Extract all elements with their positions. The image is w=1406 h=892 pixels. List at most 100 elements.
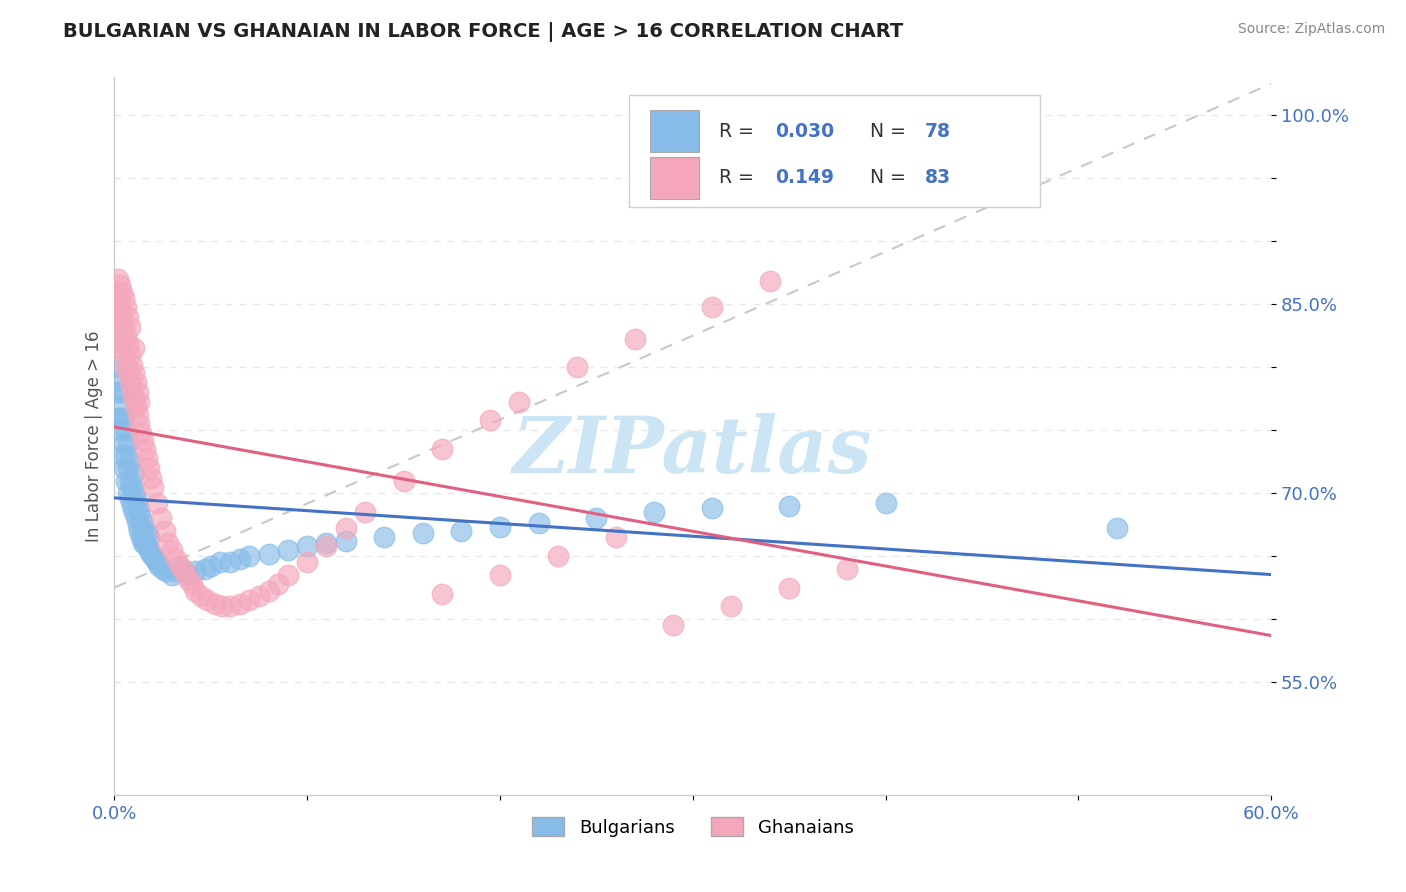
Point [149, 511, 172, 525]
Point [662, 618, 685, 632]
Point [605, 530, 627, 544]
Point [122, 467, 145, 482]
Text: N =: N = [870, 169, 911, 187]
Point [134, 524, 156, 538]
Point [565, 360, 588, 375]
Point [219, 599, 242, 614]
Point [643, 505, 665, 519]
Point [111, 385, 134, 400]
Point [131, 511, 153, 525]
Point [142, 480, 165, 494]
Point [194, 562, 217, 576]
Point [107, 322, 129, 336]
Point [720, 599, 742, 614]
Point [122, 341, 145, 355]
Legend: Bulgarians, Ghanaians: Bulgarians, Ghanaians [524, 810, 860, 844]
Text: 0.149: 0.149 [775, 169, 834, 187]
Point [112, 322, 135, 336]
Point [219, 555, 242, 569]
Point [138, 461, 160, 475]
Point [173, 564, 195, 578]
Point [115, 328, 138, 343]
Point [121, 499, 143, 513]
Point [209, 555, 232, 569]
Point [295, 539, 318, 553]
Point [107, 360, 129, 375]
FancyBboxPatch shape [628, 95, 1040, 207]
Point [108, 278, 131, 293]
Point [875, 496, 897, 510]
Point [115, 423, 138, 437]
Point [124, 492, 146, 507]
Point [105, 334, 128, 349]
Point [315, 539, 337, 553]
Point [117, 367, 139, 381]
Point [107, 291, 129, 305]
Point [547, 549, 569, 563]
Point [153, 524, 176, 538]
Point [115, 300, 138, 314]
Point [124, 376, 146, 390]
Point [228, 597, 250, 611]
Point [134, 442, 156, 456]
Point [108, 398, 131, 412]
Point [105, 285, 128, 299]
Point [152, 562, 174, 576]
Point [354, 505, 377, 519]
Point [139, 471, 162, 485]
Point [155, 564, 177, 578]
Point [195, 593, 218, 607]
Text: N =: N = [870, 122, 911, 141]
Point [105, 310, 128, 324]
Point [118, 319, 141, 334]
Point [489, 520, 512, 534]
Point [118, 347, 141, 361]
Bar [650, 157, 699, 199]
Point [277, 542, 299, 557]
Text: Source: ZipAtlas.com: Source: ZipAtlas.com [1237, 22, 1385, 37]
Point [143, 551, 166, 566]
Text: 0.030: 0.030 [775, 122, 834, 141]
Text: 78: 78 [925, 122, 952, 141]
Point [373, 530, 395, 544]
Point [128, 395, 150, 409]
Point [118, 492, 141, 507]
Point [277, 568, 299, 582]
Point [127, 499, 149, 513]
Point [527, 516, 550, 531]
Point [335, 521, 357, 535]
Text: R =: R = [720, 169, 761, 187]
Point [122, 505, 145, 519]
Point [247, 590, 270, 604]
Point [759, 275, 782, 289]
Point [124, 401, 146, 415]
Point [132, 517, 155, 532]
Point [112, 347, 135, 361]
Point [136, 539, 159, 553]
Bar [650, 111, 699, 153]
Point [122, 367, 145, 381]
Point [190, 590, 212, 604]
Point [134, 536, 156, 550]
Point [127, 517, 149, 532]
Point [132, 433, 155, 447]
Point [127, 408, 149, 422]
Text: BULGARIAN VS GHANAIAN IN LABOR FORCE | AGE > 16 CORRELATION CHART: BULGARIAN VS GHANAIAN IN LABOR FORCE | A… [63, 22, 904, 42]
Point [112, 461, 135, 475]
Point [112, 410, 135, 425]
Point [450, 524, 472, 538]
Point [118, 376, 141, 390]
Point [430, 587, 453, 601]
Point [211, 599, 233, 614]
Point [118, 455, 141, 469]
Point [315, 536, 337, 550]
Point [479, 413, 502, 427]
Point [111, 310, 134, 324]
Point [257, 547, 280, 561]
Point [121, 385, 143, 400]
Point [138, 530, 160, 544]
Point [146, 555, 169, 569]
Point [107, 410, 129, 425]
Point [1105, 521, 1128, 535]
Point [111, 410, 134, 425]
